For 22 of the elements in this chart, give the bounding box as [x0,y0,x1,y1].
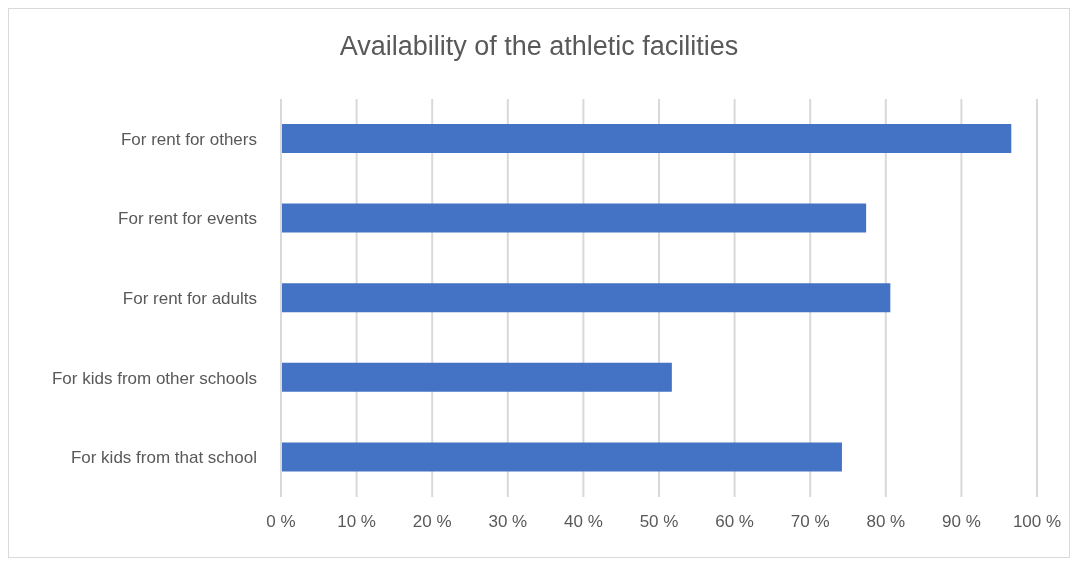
y-tick-label: For rent for others [120,129,257,149]
bar [281,203,867,233]
x-tick-label: 50 % [639,512,679,532]
bar [281,442,842,472]
x-tick-label: 0 % [266,512,296,532]
y-tick-label: For kids from that school [70,448,257,468]
bar [281,362,672,392]
x-tick-label: 40 % [564,512,603,532]
y-tick-label: For rent for adults [122,289,257,309]
x-tick-label: 70 % [790,512,830,532]
y-tick-label: For kids from other schools [51,368,257,388]
x-tick-label: 10 % [337,512,376,532]
x-tick-label: 80 % [866,512,906,532]
chart-title: Availability of the athletic facilities [338,31,740,62]
x-tick-label: 20 % [412,512,452,532]
bar [281,283,891,313]
x-tick-label: 90 % [942,512,981,532]
bar [281,124,1012,153]
x-tick-label: 100 % [1012,512,1062,532]
x-tick-label: 30 % [488,512,528,532]
y-tick-label: For rent for events [118,209,257,229]
x-tick-label: 60 % [715,512,754,532]
